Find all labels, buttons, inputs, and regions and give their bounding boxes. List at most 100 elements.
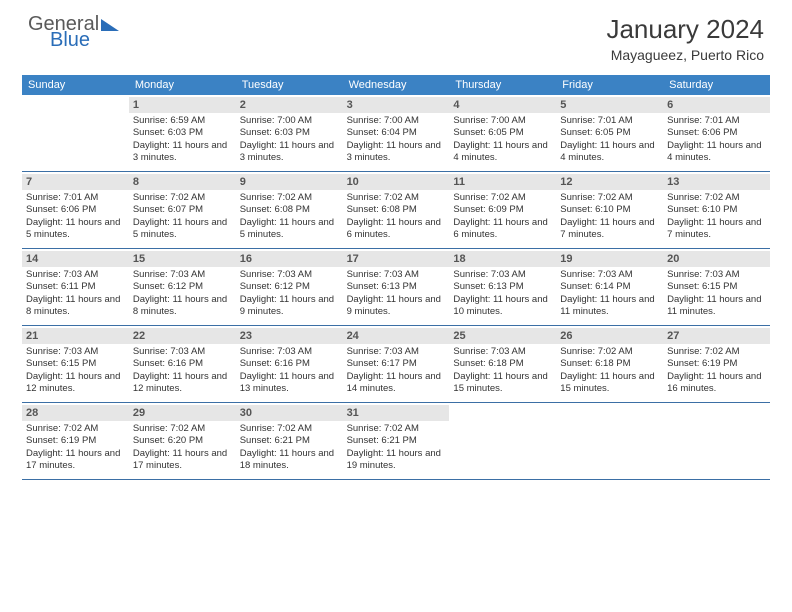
day-number: 30 (236, 405, 343, 421)
day-info: Sunrise: 7:03 AMSunset: 6:12 PMDaylight:… (240, 269, 339, 318)
page-title: January 2024 (606, 14, 764, 45)
calendar-cell: 8Sunrise: 7:02 AMSunset: 6:07 PMDaylight… (129, 172, 236, 248)
calendar-cell: 28Sunrise: 7:02 AMSunset: 6:19 PMDayligh… (22, 403, 129, 479)
day-info: Sunrise: 7:03 AMSunset: 6:15 PMDaylight:… (667, 269, 766, 318)
day-info: Sunrise: 7:03 AMSunset: 6:17 PMDaylight:… (347, 346, 446, 395)
day-number: 24 (343, 328, 450, 344)
week-row: 28Sunrise: 7:02 AMSunset: 6:19 PMDayligh… (22, 403, 770, 480)
header: General Blue January 2024 Mayagueez, Pue… (0, 0, 792, 67)
day-number: 9 (236, 174, 343, 190)
day-number: 16 (236, 251, 343, 267)
day-info: Sunrise: 7:01 AMSunset: 6:05 PMDaylight:… (560, 115, 659, 164)
week-row: .1 Sunrise: 6:59 AMSunset: 6:03 PMDayligh… (22, 95, 770, 172)
day-number: 29 (129, 405, 236, 421)
day-number: 2 (236, 97, 343, 113)
day-number: 23 (236, 328, 343, 344)
day-number: 20 (663, 251, 770, 267)
calendar-cell: 2Sunrise: 7:00 AMSunset: 6:03 PMDaylight… (236, 95, 343, 171)
weeks-container: .1Sunrise: 6:59 AMSunset: 6:03 PMDayligh… (22, 95, 770, 480)
calendar-cell: . (556, 403, 663, 479)
day-info: Sunrise: 7:01 AMSunset: 6:06 PMDaylight:… (667, 115, 766, 164)
day-number: 31 (343, 405, 450, 421)
calendar-cell: 19 Sunrise: 7:03 AMSunset: 6:14 PMDayligh… (556, 249, 663, 325)
calendar-cell: 25 Sunrise: 7:03 AMSunset: 6:18 PMDayligh… (449, 326, 556, 402)
calendar-cell: 17 Sunrise: 7:03 AMSunset: 6:13 PMDayligh… (343, 249, 450, 325)
day-info: Sunrise: 7:03 AMSunset: 6:16 PMDaylight:… (133, 346, 232, 395)
calendar-cell: . (663, 403, 770, 479)
day-number: 19 (556, 251, 663, 267)
day-number: 18 (449, 251, 556, 267)
day-info: Sunrise: 7:00 AMSunset: 6:05 PMDaylight:… (453, 115, 552, 164)
day-number: 28 (22, 405, 129, 421)
day-number: 8 (129, 174, 236, 190)
day-info: Sunrise: 7:03 AMSunset: 6:18 PMDaylight:… (453, 346, 552, 395)
week-row: 14 Sunrise: 7:03 AMSunset: 6:11 PMDayligh… (22, 249, 770, 326)
day-info: Sunrise: 7:00 AMSunset: 6:04 PMDaylight:… (347, 115, 446, 164)
day-info: Sunrise: 7:02 AMSunset: 6:10 PMDaylight:… (560, 192, 659, 241)
calendar-cell: 22 Sunrise: 7:03 AMSunset: 6:16 PMDayligh… (129, 326, 236, 402)
day-number: 11 (449, 174, 556, 190)
title-block: January 2024 Mayagueez, Puerto Rico (606, 14, 764, 63)
day-header-tuesday: Tuesday (236, 75, 343, 95)
calendar-cell: 6 Sunrise: 7:01 AMSunset: 6:06 PMDaylight… (663, 95, 770, 171)
calendar-cell: 1 Sunrise: 6:59 AMSunset: 6:03 PMDaylight… (129, 95, 236, 171)
day-number: 17 (343, 251, 450, 267)
day-header-wednesday: Wednesday (343, 75, 450, 95)
day-info: Sunrise: 7:02 AMSunset: 6:09 PMDaylight:… (453, 192, 552, 241)
calendar-cell: 16 Sunrise: 7:03 AMSunset: 6:12 PMDayligh… (236, 249, 343, 325)
calendar-cell: 18 Sunrise: 7:03 AMSunset: 6:13 PMDayligh… (449, 249, 556, 325)
calendar-cell: 9Sunrise: 7:02 AMSunset: 6:08 PMDaylight… (236, 172, 343, 248)
day-number: 1 (129, 97, 236, 113)
logo: General Blue (28, 14, 119, 50)
calendar-cell: 15Sunrise: 7:03 AMSunset: 6:12 PMDayligh… (129, 249, 236, 325)
calendar-cell: 5 Sunrise: 7:01 AMSunset: 6:05 PMDaylight… (556, 95, 663, 171)
day-number: 4 (449, 97, 556, 113)
day-number: 14 (22, 251, 129, 267)
day-number: 13 (663, 174, 770, 190)
week-row: 21Sunrise: 7:03 AMSunset: 6:15 PMDayligh… (22, 326, 770, 403)
day-header-thursday: Thursday (449, 75, 556, 95)
day-info: Sunrise: 7:01 AMSunset: 6:06 PMDaylight:… (26, 192, 125, 241)
calendar-cell: 29 Sunrise: 7:02 AMSunset: 6:20 PMDayligh… (129, 403, 236, 479)
day-number: 10 (343, 174, 450, 190)
calendar-cell: 14 Sunrise: 7:03 AMSunset: 6:11 PMDayligh… (22, 249, 129, 325)
day-header-saturday: Saturday (663, 75, 770, 95)
page-subtitle: Mayagueez, Puerto Rico (606, 47, 764, 63)
calendar-cell: . (22, 95, 129, 171)
calendar-cell: 31Sunrise: 7:02 AMSunset: 6:21 PMDayligh… (343, 403, 450, 479)
day-number: 3 (343, 97, 450, 113)
day-header-row: Sunday Monday Tuesday Wednesday Thursday… (22, 75, 770, 95)
logo-triangle-icon (101, 19, 119, 31)
calendar-cell: 4 Sunrise: 7:00 AMSunset: 6:05 PMDaylight… (449, 95, 556, 171)
day-number: 26 (556, 328, 663, 344)
day-header-friday: Friday (556, 75, 663, 95)
day-info: Sunrise: 7:02 AMSunset: 6:19 PMDaylight:… (667, 346, 766, 395)
day-info: Sunrise: 7:03 AMSunset: 6:13 PMDaylight:… (347, 269, 446, 318)
calendar-cell: 23 Sunrise: 7:03 AMSunset: 6:16 PMDayligh… (236, 326, 343, 402)
day-header-monday: Monday (129, 75, 236, 95)
day-info: Sunrise: 7:03 AMSunset: 6:13 PMDaylight:… (453, 269, 552, 318)
day-info: Sunrise: 7:02 AMSunset: 6:21 PMDaylight:… (240, 423, 339, 472)
day-info: Sunrise: 7:03 AMSunset: 6:16 PMDaylight:… (240, 346, 339, 395)
calendar-cell: 24 Sunrise: 7:03 AMSunset: 6:17 PMDayligh… (343, 326, 450, 402)
calendar-cell: 7Sunrise: 7:01 AMSunset: 6:06 PMDaylight… (22, 172, 129, 248)
day-number: 25 (449, 328, 556, 344)
calendar-cell: 27Sunrise: 7:02 AMSunset: 6:19 PMDayligh… (663, 326, 770, 402)
calendar-cell: 10Sunrise: 7:02 AMSunset: 6:08 PMDayligh… (343, 172, 450, 248)
day-number: 5 (556, 97, 663, 113)
calendar-cell: 30 Sunrise: 7:02 AMSunset: 6:21 PMDayligh… (236, 403, 343, 479)
calendar-cell: 20 Sunrise: 7:03 AMSunset: 6:15 PMDayligh… (663, 249, 770, 325)
day-header-sunday: Sunday (22, 75, 129, 95)
day-number: 22 (129, 328, 236, 344)
calendar-cell: . (449, 403, 556, 479)
calendar-cell: 13Sunrise: 7:02 AMSunset: 6:10 PMDayligh… (663, 172, 770, 248)
logo-text-bottom: Blue (50, 30, 119, 50)
calendar-cell: 3 Sunrise: 7:00 AMSunset: 6:04 PMDaylight… (343, 95, 450, 171)
day-info: Sunrise: 7:03 AMSunset: 6:14 PMDaylight:… (560, 269, 659, 318)
day-info: Sunrise: 7:03 AMSunset: 6:15 PMDaylight:… (26, 346, 125, 395)
day-info: Sunrise: 7:03 AMSunset: 6:11 PMDaylight:… (26, 269, 125, 318)
day-info: Sunrise: 6:59 AMSunset: 6:03 PMDaylight:… (133, 115, 232, 164)
day-info: Sunrise: 7:02 AMSunset: 6:20 PMDaylight:… (133, 423, 232, 472)
day-number: 6 (663, 97, 770, 113)
week-row: 7Sunrise: 7:01 AMSunset: 6:06 PMDaylight… (22, 172, 770, 249)
